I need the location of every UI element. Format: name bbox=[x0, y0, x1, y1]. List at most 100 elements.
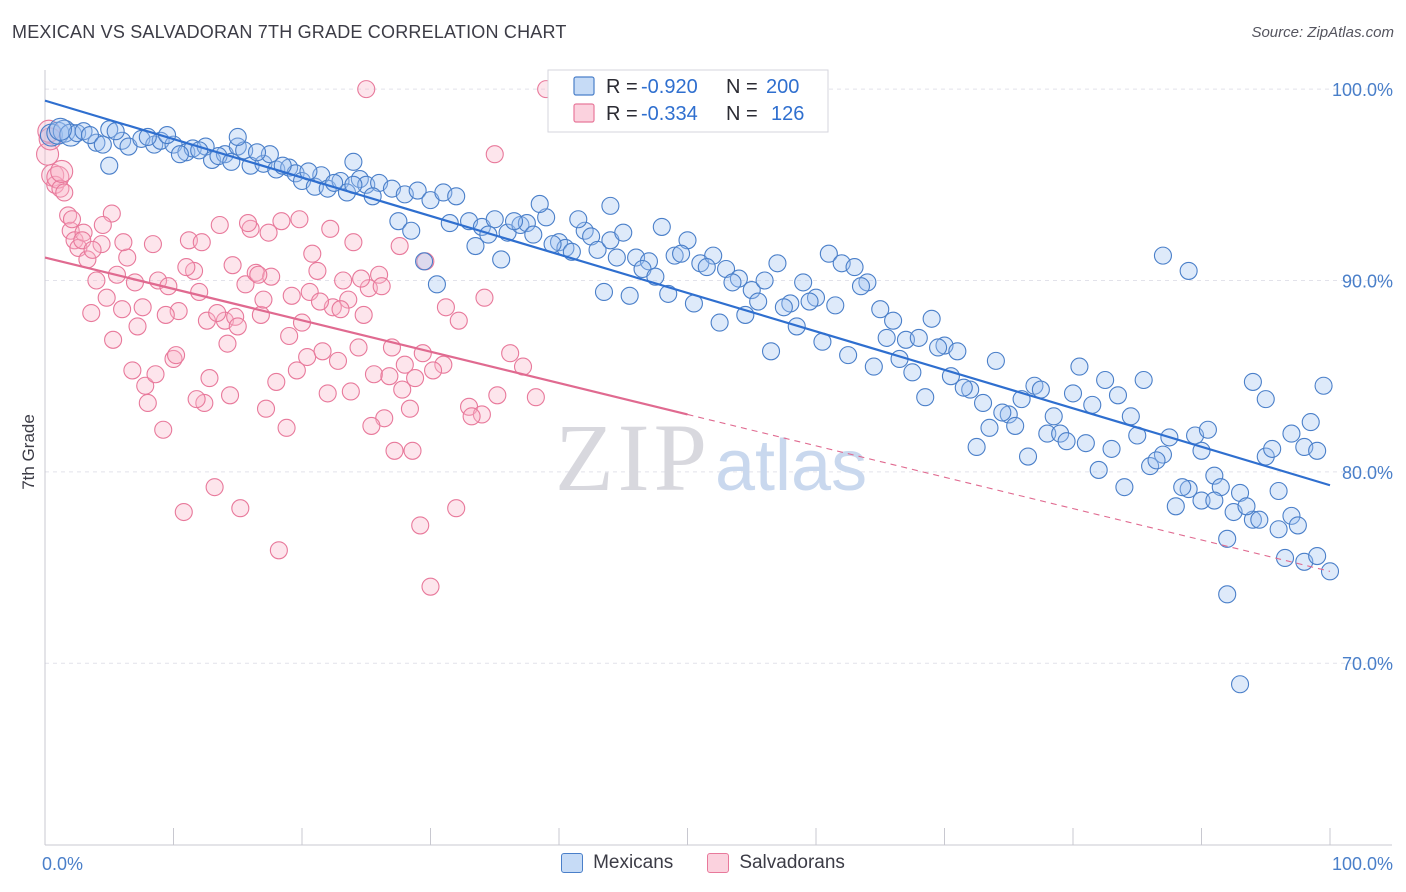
salvadoran-point bbox=[210, 215, 229, 235]
mexican-point bbox=[1308, 441, 1327, 460]
salvadoran-point bbox=[290, 210, 309, 229]
salvadoran-point bbox=[55, 183, 74, 202]
mexican-point bbox=[408, 181, 427, 200]
mexican-point bbox=[492, 250, 511, 269]
mexican-point bbox=[973, 393, 993, 413]
mexican-point bbox=[594, 282, 614, 302]
watermark-atlas: atlas bbox=[715, 426, 867, 506]
mexican-point bbox=[665, 246, 684, 265]
mexican-point bbox=[1153, 246, 1172, 265]
salvadoran-point bbox=[501, 344, 520, 363]
salvadoran-point bbox=[406, 369, 425, 388]
salvadoran-point bbox=[385, 441, 404, 460]
mexican-point bbox=[440, 214, 459, 233]
x-tick-label: 0.0% bbox=[42, 854, 83, 874]
bottom-legend: Mexicans Salvadorans bbox=[0, 852, 1406, 874]
mexican-point bbox=[839, 346, 858, 365]
salvadoran-point bbox=[146, 365, 165, 384]
mexican-point bbox=[710, 313, 729, 332]
mexican-point bbox=[1083, 395, 1102, 414]
salvadoran-point bbox=[282, 286, 301, 305]
salvadoran-point bbox=[344, 233, 363, 252]
salvadoran-point bbox=[449, 311, 468, 330]
axis-layer bbox=[44, 70, 1392, 846]
salvadoran-point bbox=[87, 271, 106, 290]
mexican-point bbox=[967, 437, 986, 457]
mexican-point bbox=[569, 210, 588, 229]
stats-r-label-mexicans: R = bbox=[606, 76, 638, 98]
salvadoran-point bbox=[357, 80, 376, 99]
salvadoran-point bbox=[174, 502, 193, 522]
legend-item-mexicans[interactable]: Mexicans bbox=[561, 852, 673, 874]
salvadoran-point bbox=[424, 361, 443, 380]
legend-swatch-salvadorans bbox=[707, 853, 730, 873]
salvadoran-point bbox=[93, 215, 112, 235]
salvadoran-point bbox=[390, 236, 409, 256]
trend-layer bbox=[44, 99, 1331, 572]
salvadoran-point bbox=[380, 367, 399, 386]
salvadoran-point bbox=[192, 233, 211, 252]
mexican-point bbox=[1147, 451, 1166, 470]
mexican-point bbox=[1173, 478, 1192, 497]
mexican-point bbox=[1070, 357, 1089, 376]
mexican-point bbox=[755, 271, 774, 290]
salvadoran-point bbox=[272, 212, 291, 231]
mexican-point bbox=[1282, 424, 1301, 443]
mexican-point bbox=[1096, 370, 1115, 390]
mexican-point bbox=[768, 254, 787, 273]
mexican-point bbox=[986, 351, 1005, 370]
salvadoran-point bbox=[208, 303, 227, 323]
mexican-point bbox=[826, 296, 845, 315]
salvadoran-point bbox=[231, 499, 250, 518]
mexican-point bbox=[652, 217, 671, 236]
salvadoran-point bbox=[298, 347, 317, 367]
mexican-point bbox=[1006, 416, 1025, 435]
salvadoran-point bbox=[156, 305, 175, 324]
mexican-point bbox=[524, 225, 543, 244]
grid-layer bbox=[45, 88, 1392, 664]
salvadoran-point bbox=[97, 288, 116, 307]
salvadoran-point bbox=[421, 577, 440, 596]
salvadoran-point bbox=[205, 478, 224, 497]
legend-item-salvadorans[interactable]: Salvadorans bbox=[707, 852, 845, 874]
salvadoran-point bbox=[50, 159, 74, 183]
mexican-point bbox=[1218, 585, 1237, 604]
salvadoran-point bbox=[136, 376, 155, 395]
mexican-point bbox=[1115, 478, 1134, 497]
mexican-point bbox=[1231, 675, 1250, 694]
mexican-point bbox=[170, 145, 189, 164]
mexican-point bbox=[864, 357, 883, 376]
mexican-point bbox=[447, 187, 466, 206]
y-tick-label: 90.0% bbox=[1342, 271, 1393, 291]
mexican-point bbox=[749, 292, 768, 311]
salvadoran-point bbox=[187, 390, 206, 409]
mexican-point bbox=[639, 252, 659, 271]
salvadoran-point bbox=[267, 372, 286, 391]
y-tick-label: 70.0% bbox=[1342, 654, 1393, 674]
mexican-point bbox=[530, 194, 549, 214]
mexican-point bbox=[1269, 481, 1288, 501]
salvadoran-point bbox=[354, 305, 373, 324]
mexican-point bbox=[1166, 497, 1185, 516]
mexican-point bbox=[1076, 434, 1095, 453]
watermark-zip: ZIP bbox=[555, 404, 711, 511]
mexican-point bbox=[479, 225, 498, 244]
salvadoran-point bbox=[370, 265, 389, 284]
mexican-point bbox=[588, 240, 607, 259]
legend-swatch-mexicans bbox=[561, 853, 584, 873]
mexican-point bbox=[961, 380, 980, 399]
mexican-point bbox=[954, 378, 973, 397]
salvadoran-point bbox=[331, 300, 350, 319]
salvadoran-point bbox=[308, 261, 327, 280]
mexican-trendline bbox=[44, 99, 1331, 487]
salvadoran-point bbox=[434, 355, 453, 374]
salvadoran-point bbox=[118, 248, 137, 267]
mexican-point bbox=[723, 273, 742, 292]
salvadoran-point bbox=[113, 300, 132, 319]
stats-n-label-mexicans: N = bbox=[726, 76, 758, 98]
salvadoran-point bbox=[177, 258, 196, 277]
salvadoran-point bbox=[462, 407, 481, 426]
mexican-point bbox=[800, 292, 819, 311]
